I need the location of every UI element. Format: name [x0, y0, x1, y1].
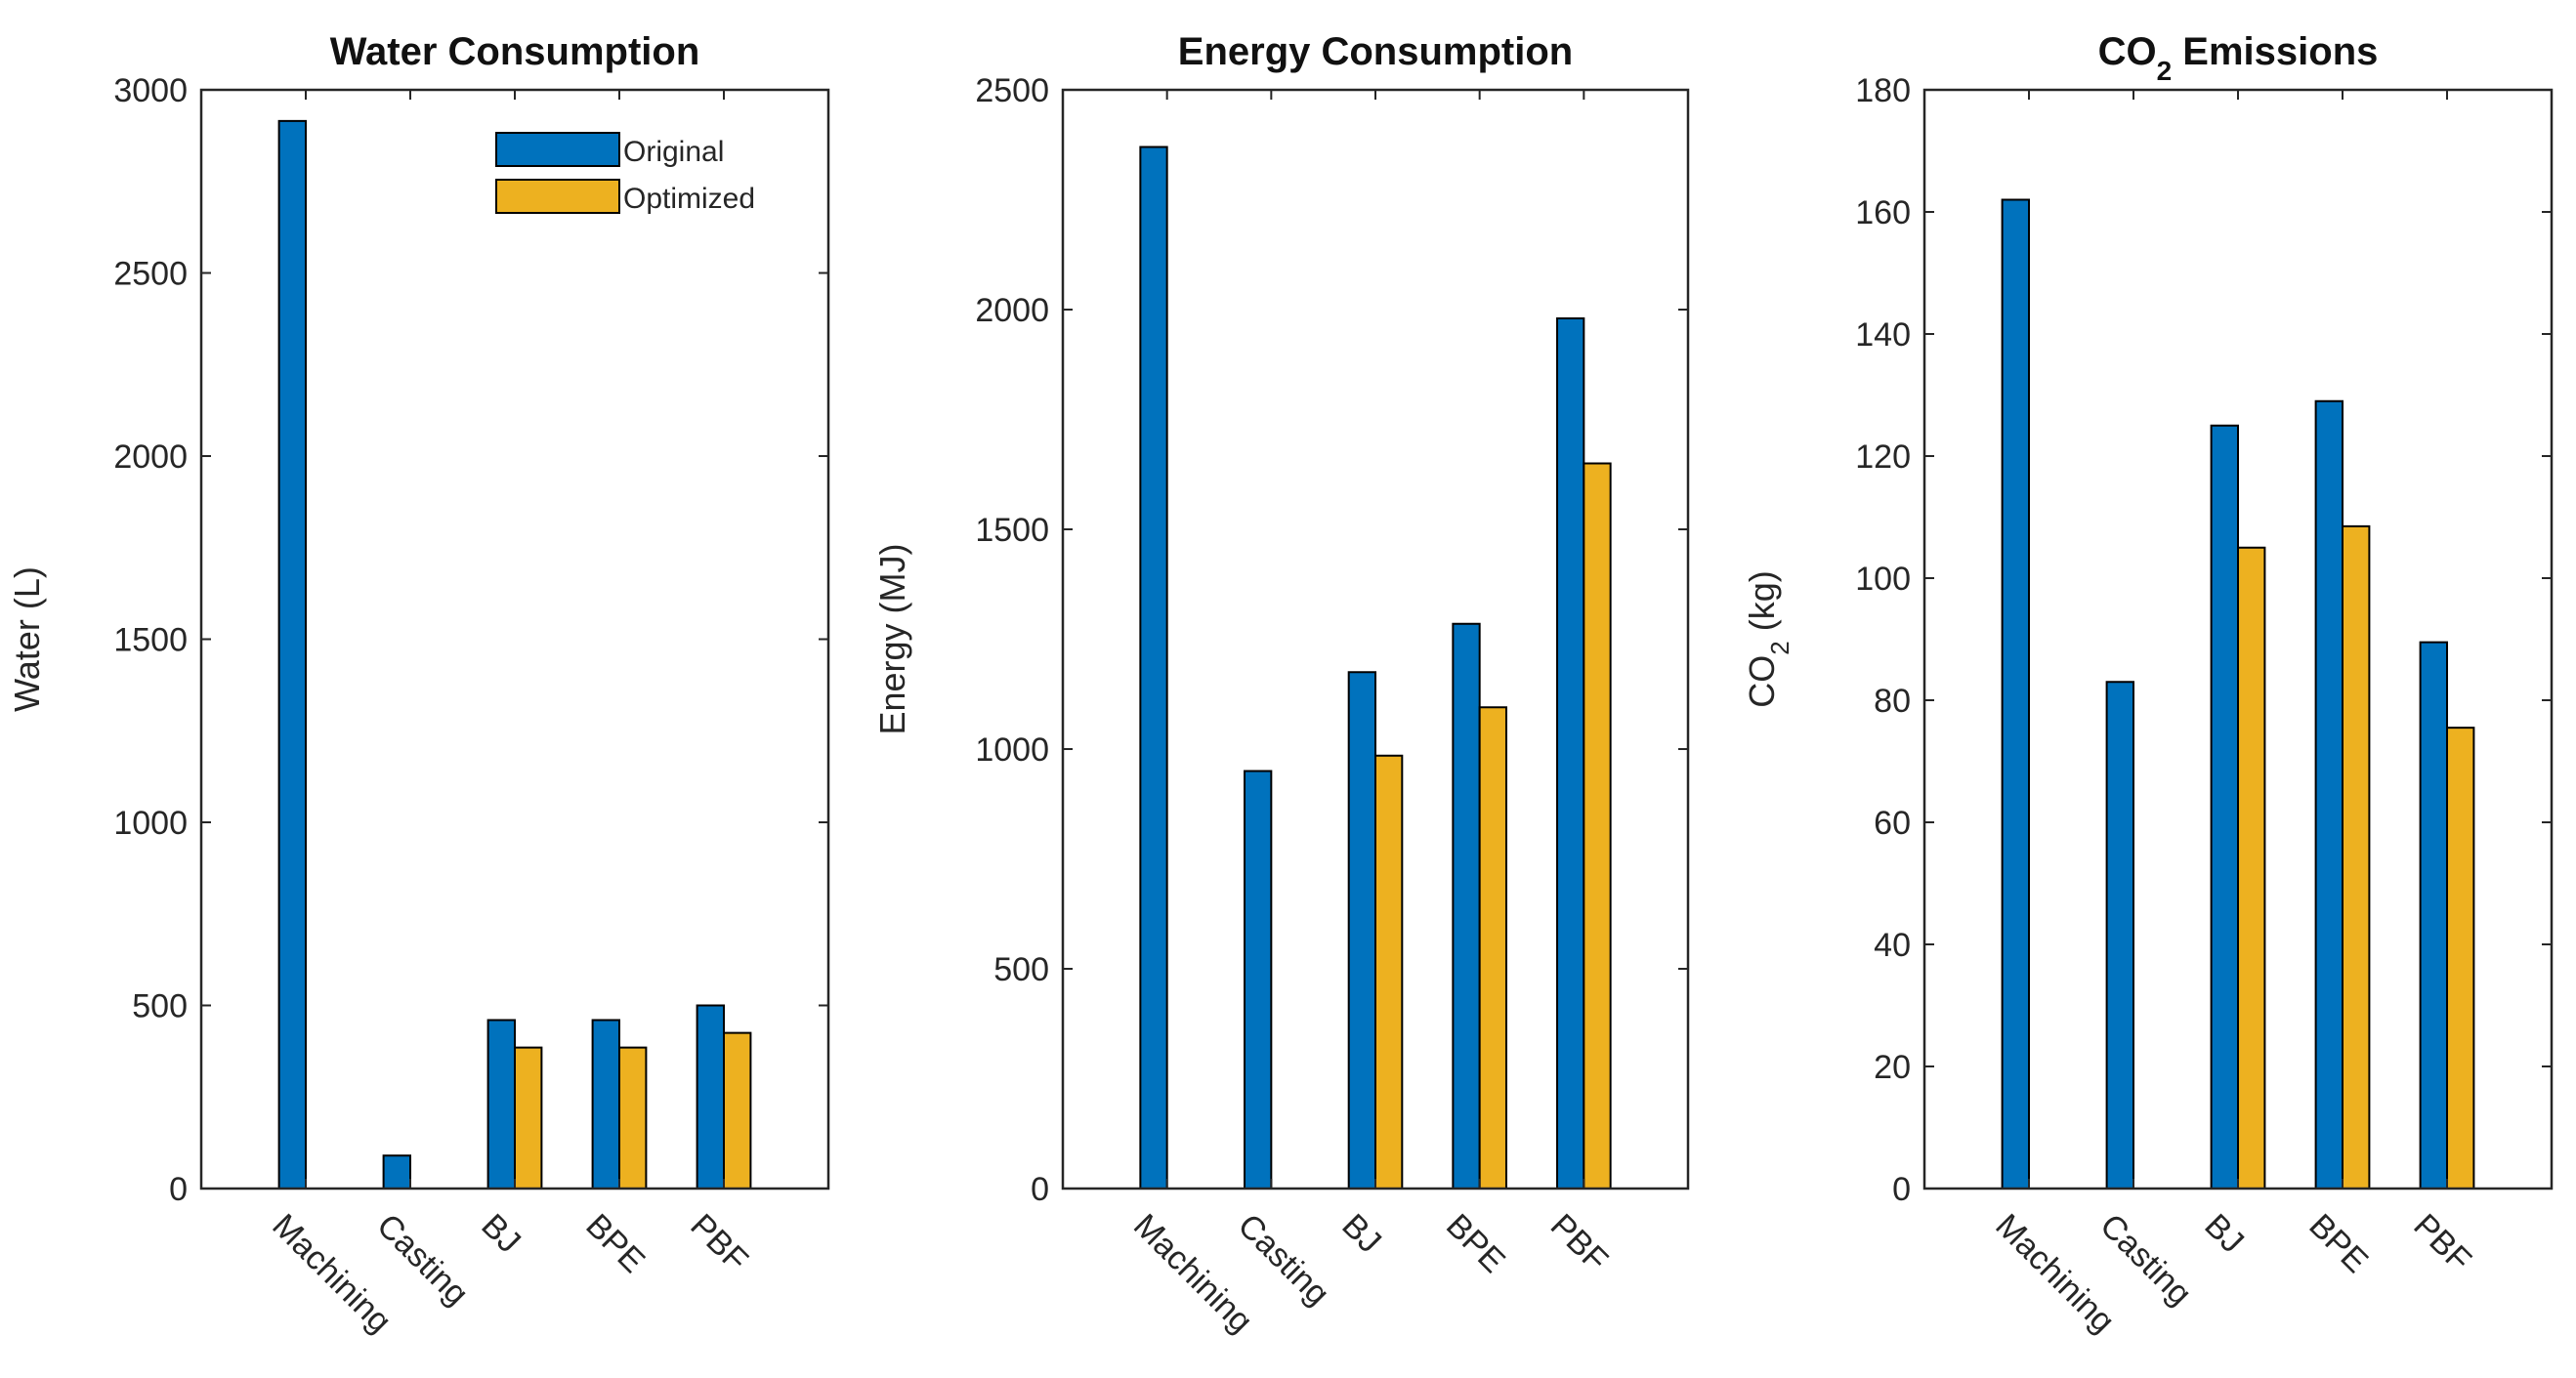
chart-title-main: CO: [2098, 30, 2157, 73]
bar-optimized-pbf: [723, 1031, 752, 1190]
chart-title: CO2 Emissions: [2098, 30, 2379, 86]
y-tick-label: 0: [169, 1171, 188, 1208]
legend-label-optimized: Optimized: [623, 183, 755, 215]
y-tick-label: 160: [1855, 194, 1911, 231]
y-tick-label: 1000: [113, 805, 188, 842]
chart-panel-2: Energy Consumption Energy (MJ) 0 500 1000 150…: [872, 30, 1690, 1340]
y-tick-label: 2000: [113, 438, 188, 476]
y-axis-label-subscript: 2: [1765, 641, 1795, 654]
y-tick-label: 120: [1855, 438, 1911, 476]
chart-title-main: Water Consumption: [330, 30, 700, 73]
y-tick-label: 100: [1855, 561, 1911, 598]
y-tick-label: 3000: [113, 72, 188, 109]
y-tick-label: 2500: [113, 256, 188, 293]
bar-optimized-pbf: [2446, 727, 2475, 1190]
bar-optimized-bpe: [618, 1046, 648, 1190]
axes-box: [199, 88, 830, 1190]
y-axis-label-main: CO: [1742, 655, 1782, 708]
chart-title: Energy Consumption: [1178, 30, 1573, 73]
y-tick-label: 180: [1855, 72, 1911, 109]
y-axis-label: Water (L): [7, 566, 47, 712]
y-tick-label: 500: [993, 951, 1049, 988]
y-tick-label: 80: [1874, 683, 1911, 720]
bar-original-bj: [2210, 424, 2239, 1190]
bar-optimized-bpe: [1478, 706, 1507, 1190]
bar-original-bpe: [1452, 622, 1481, 1190]
bar-original-bj: [1347, 671, 1377, 1190]
bar-optimized-pbf: [1583, 462, 1612, 1190]
bar-original-pbf: [2419, 641, 2448, 1190]
y-tick-label: 1000: [975, 731, 1049, 769]
legend-swatch-optimized: [495, 179, 620, 214]
axes-box: [1061, 88, 1690, 1190]
y-tick-label: 0: [1031, 1171, 1049, 1208]
y-axis-label-main: Water (L): [7, 566, 47, 712]
bar-original-casting: [382, 1154, 412, 1190]
bar-original-casting: [1244, 770, 1273, 1190]
y-tick-label: 60: [1874, 805, 1911, 842]
y-axis-label: CO2 (kg): [1742, 570, 1795, 707]
y-tick-label: 140: [1855, 316, 1911, 354]
y-tick-label: 2000: [975, 292, 1049, 329]
legend-label-original: Original: [623, 136, 724, 168]
chart-title-suffix: Emissions: [2172, 30, 2378, 73]
bar-original-casting: [2105, 681, 2134, 1190]
y-tick-label: 1500: [113, 622, 188, 659]
bar-original-machining: [277, 119, 308, 1190]
y-axis-label-main: Energy (MJ): [872, 543, 912, 734]
y-tick-label: 40: [1874, 927, 1911, 964]
bar-original-pbf: [696, 1004, 725, 1190]
y-tick-label: 1500: [975, 512, 1049, 549]
y-tick-label: 2500: [975, 72, 1049, 109]
bar-original-bpe: [591, 1019, 620, 1190]
y-axis-label: Energy (MJ): [872, 543, 912, 734]
legend: Original Optimized: [495, 132, 755, 215]
bar-original-bj: [486, 1019, 517, 1190]
axes-box: [1922, 88, 2554, 1190]
bar-original-machining: [2001, 198, 2030, 1190]
y-tick-label: 500: [132, 988, 188, 1025]
bar-optimized-bj: [1374, 754, 1404, 1190]
bar-optimized-bj: [2237, 546, 2266, 1190]
y-tick-label: 20: [1874, 1049, 1911, 1086]
legend-swatch-original: [495, 132, 620, 167]
bar-original-bpe: [2314, 399, 2344, 1190]
chart-title-main: Energy Consumption: [1178, 30, 1573, 73]
chart-title-subscript: 2: [2157, 56, 2173, 86]
chart-title: Water Consumption: [330, 30, 700, 73]
bar-optimized-bpe: [2342, 524, 2371, 1190]
bar-optimized-bj: [514, 1046, 543, 1190]
bar-original-machining: [1139, 146, 1168, 1190]
y-tick-label: 0: [1892, 1171, 1911, 1208]
y-axis-label-suffix: (kg): [1742, 570, 1782, 641]
bar-original-pbf: [1556, 317, 1585, 1190]
